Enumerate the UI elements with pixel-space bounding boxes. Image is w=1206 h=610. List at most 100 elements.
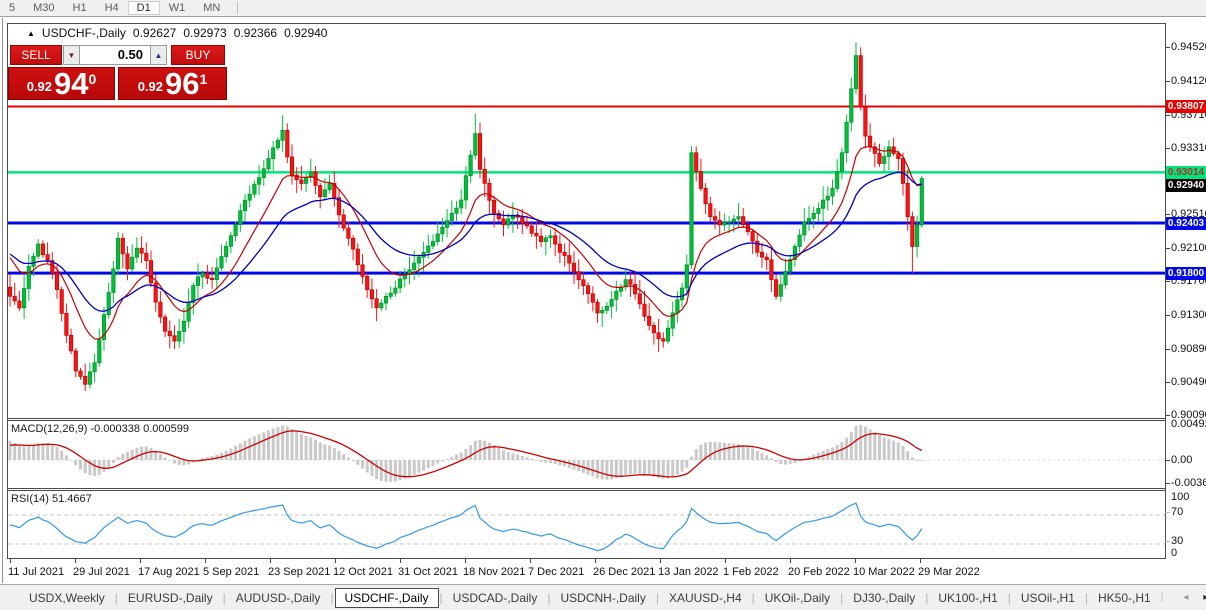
window-left-edge [2, 18, 3, 583]
bid-price-box[interactable]: 0.92 94 0 [8, 67, 115, 100]
one-click-trade-panel: SELL ▼ 0.50 ▲ BUY 0.92 94 0 0.92 96 1 [8, 45, 230, 100]
tab-dj30-daily[interactable]: DJ30-,Daily [853, 590, 916, 605]
price-tick-mark [1165, 148, 1170, 149]
rsi-tick-label: 30 [1171, 535, 1184, 547]
ask-price-box[interactable]: 0.92 96 1 [118, 67, 227, 100]
tab-hk50-h1[interactable]: HK50-,H1 [1098, 590, 1151, 605]
chart-frame-right [1165, 23, 1166, 559]
tab-ukoil-daily[interactable]: UKOil-,Daily [764, 590, 831, 605]
rsi-canvas[interactable] [8, 491, 1165, 557]
ask-pips: 96 [165, 66, 200, 101]
date-tick-mark [790, 559, 791, 563]
tab-usdx-weekly[interactable]: USDX,Weekly [29, 590, 105, 605]
ma-fast-line [9, 146, 922, 340]
date-tick-mark [10, 559, 11, 563]
bid-price-label: 0.92940 [1166, 179, 1206, 192]
date-tick-mark [855, 559, 856, 563]
macd-signal-line [9, 430, 923, 478]
timeframe-m30[interactable]: M30 [33, 2, 55, 14]
rsi-tick-label: 0 [1171, 547, 1178, 559]
price-tick-mark [1165, 115, 1170, 116]
tab-eurusd-daily[interactable]: EURUSD-,Daily [127, 590, 213, 605]
timeframe-h1[interactable]: H1 [72, 2, 87, 14]
tab-xauusd-h4[interactable]: XAUUSD-,H4 [668, 590, 742, 605]
bid-pips: 94 [54, 66, 89, 101]
tab-separator: | [1160, 592, 1164, 603]
macd-tick-label: 0.004926 [1171, 418, 1206, 430]
macd-separator-b [7, 420, 1166, 421]
price-tick-mark [1165, 47, 1170, 48]
date-label: 29 Mar 2022 [918, 566, 980, 578]
price-tick-mark [1165, 81, 1170, 82]
tab-separator: | [439, 590, 443, 605]
timeframe-5[interactable]: 5 [9, 2, 16, 14]
macd-canvas[interactable] [8, 421, 1165, 487]
volume-input[interactable]: 0.50 [80, 45, 150, 65]
macd-histogram [8, 425, 924, 482]
price-tick-mark [1165, 248, 1170, 249]
volume-increase-icon[interactable]: ▲ [150, 45, 167, 65]
date-label: 20 Feb 2022 [788, 566, 850, 578]
tab-usoil-h1[interactable]: USOil-,H1 [1020, 590, 1075, 605]
main-chart-canvas[interactable] [8, 24, 1165, 418]
price-tick-mark [1165, 281, 1170, 282]
date-label: 29 Jul 2021 [73, 566, 130, 578]
date-label: 11 Jul 2021 [8, 566, 65, 578]
ohlc-close: 0.92940 [284, 26, 328, 40]
tab-separator: | [1084, 590, 1089, 605]
timeframe-w1[interactable]: W1 [168, 2, 186, 14]
tab-scroll-left-icon[interactable]: ◂ [1183, 592, 1189, 603]
tab-separator: | [547, 590, 551, 605]
tab-separator: | [1007, 590, 1011, 605]
date-label: 13 Jan 2022 [658, 566, 719, 578]
tab-usdcnh-daily[interactable]: USDCNH-,Daily [560, 590, 646, 605]
date-tick-mark [75, 559, 76, 563]
date-label: 12 Oct 2021 [333, 566, 393, 578]
tab-separator: | [114, 590, 118, 605]
volume-decrease-icon[interactable]: ▼ [63, 45, 80, 65]
tab-usdchf-daily[interactable]: USDCHF-,Daily [334, 587, 439, 608]
tab-uk100-h1[interactable]: UK100-,H1 [938, 590, 998, 605]
date-label: 18 Nov 2021 [463, 566, 526, 578]
price-tick-mark [1165, 315, 1170, 316]
price-tick-mark [1165, 214, 1170, 215]
level-price-label: 0.92403 [1166, 217, 1206, 230]
buy-button[interactable]: BUY [171, 45, 225, 65]
date-tick-mark [400, 559, 401, 563]
symbol-title: USDCHF-,Daily [41, 26, 126, 40]
rsi-line [9, 502, 923, 552]
date-tick-mark [530, 559, 531, 563]
ohlc-high: 0.92973 [183, 26, 227, 40]
price-tick-mark [1165, 382, 1170, 383]
tab-separator: | [330, 590, 334, 605]
timeframe-d1[interactable]: D1 [127, 1, 160, 15]
chart-header: ▲ USDCHF-,Daily 0.92627 0.92973 0.92366 … [27, 26, 327, 40]
ask-point: 1 [199, 71, 208, 87]
price-tick-mark [1165, 349, 1170, 350]
timeframe-toolbar: 5 M30 H1 H4 D1 W1 MN [0, 0, 1206, 17]
date-label: 26 Dec 2021 [593, 566, 656, 578]
date-label: 1 Feb 2022 [723, 566, 779, 578]
timeframe-h4[interactable]: H4 [104, 2, 119, 14]
date-tick-mark [725, 559, 726, 563]
price-tick-mark [1165, 415, 1170, 416]
timeframe-mn[interactable]: MN [203, 2, 221, 14]
rsi-separator-b [7, 490, 1166, 491]
tab-scroll-controls: | ◂ ▸ [1160, 592, 1206, 603]
tab-separator: | [840, 590, 844, 605]
tab-audusd-daily[interactable]: AUDUSD-,Daily [235, 590, 321, 605]
sell-button[interactable]: SELL [10, 45, 62, 65]
collapse-icon[interactable]: ▲ [27, 28, 35, 38]
tab-usdcad-daily[interactable]: USDCAD-,Daily [452, 590, 538, 605]
tab-scroll-right-icon[interactable]: ▸ [1203, 592, 1206, 603]
date-tick-mark [205, 559, 206, 563]
macd-separator-a [7, 418, 1166, 419]
date-label: 17 Aug 2021 [138, 566, 200, 578]
